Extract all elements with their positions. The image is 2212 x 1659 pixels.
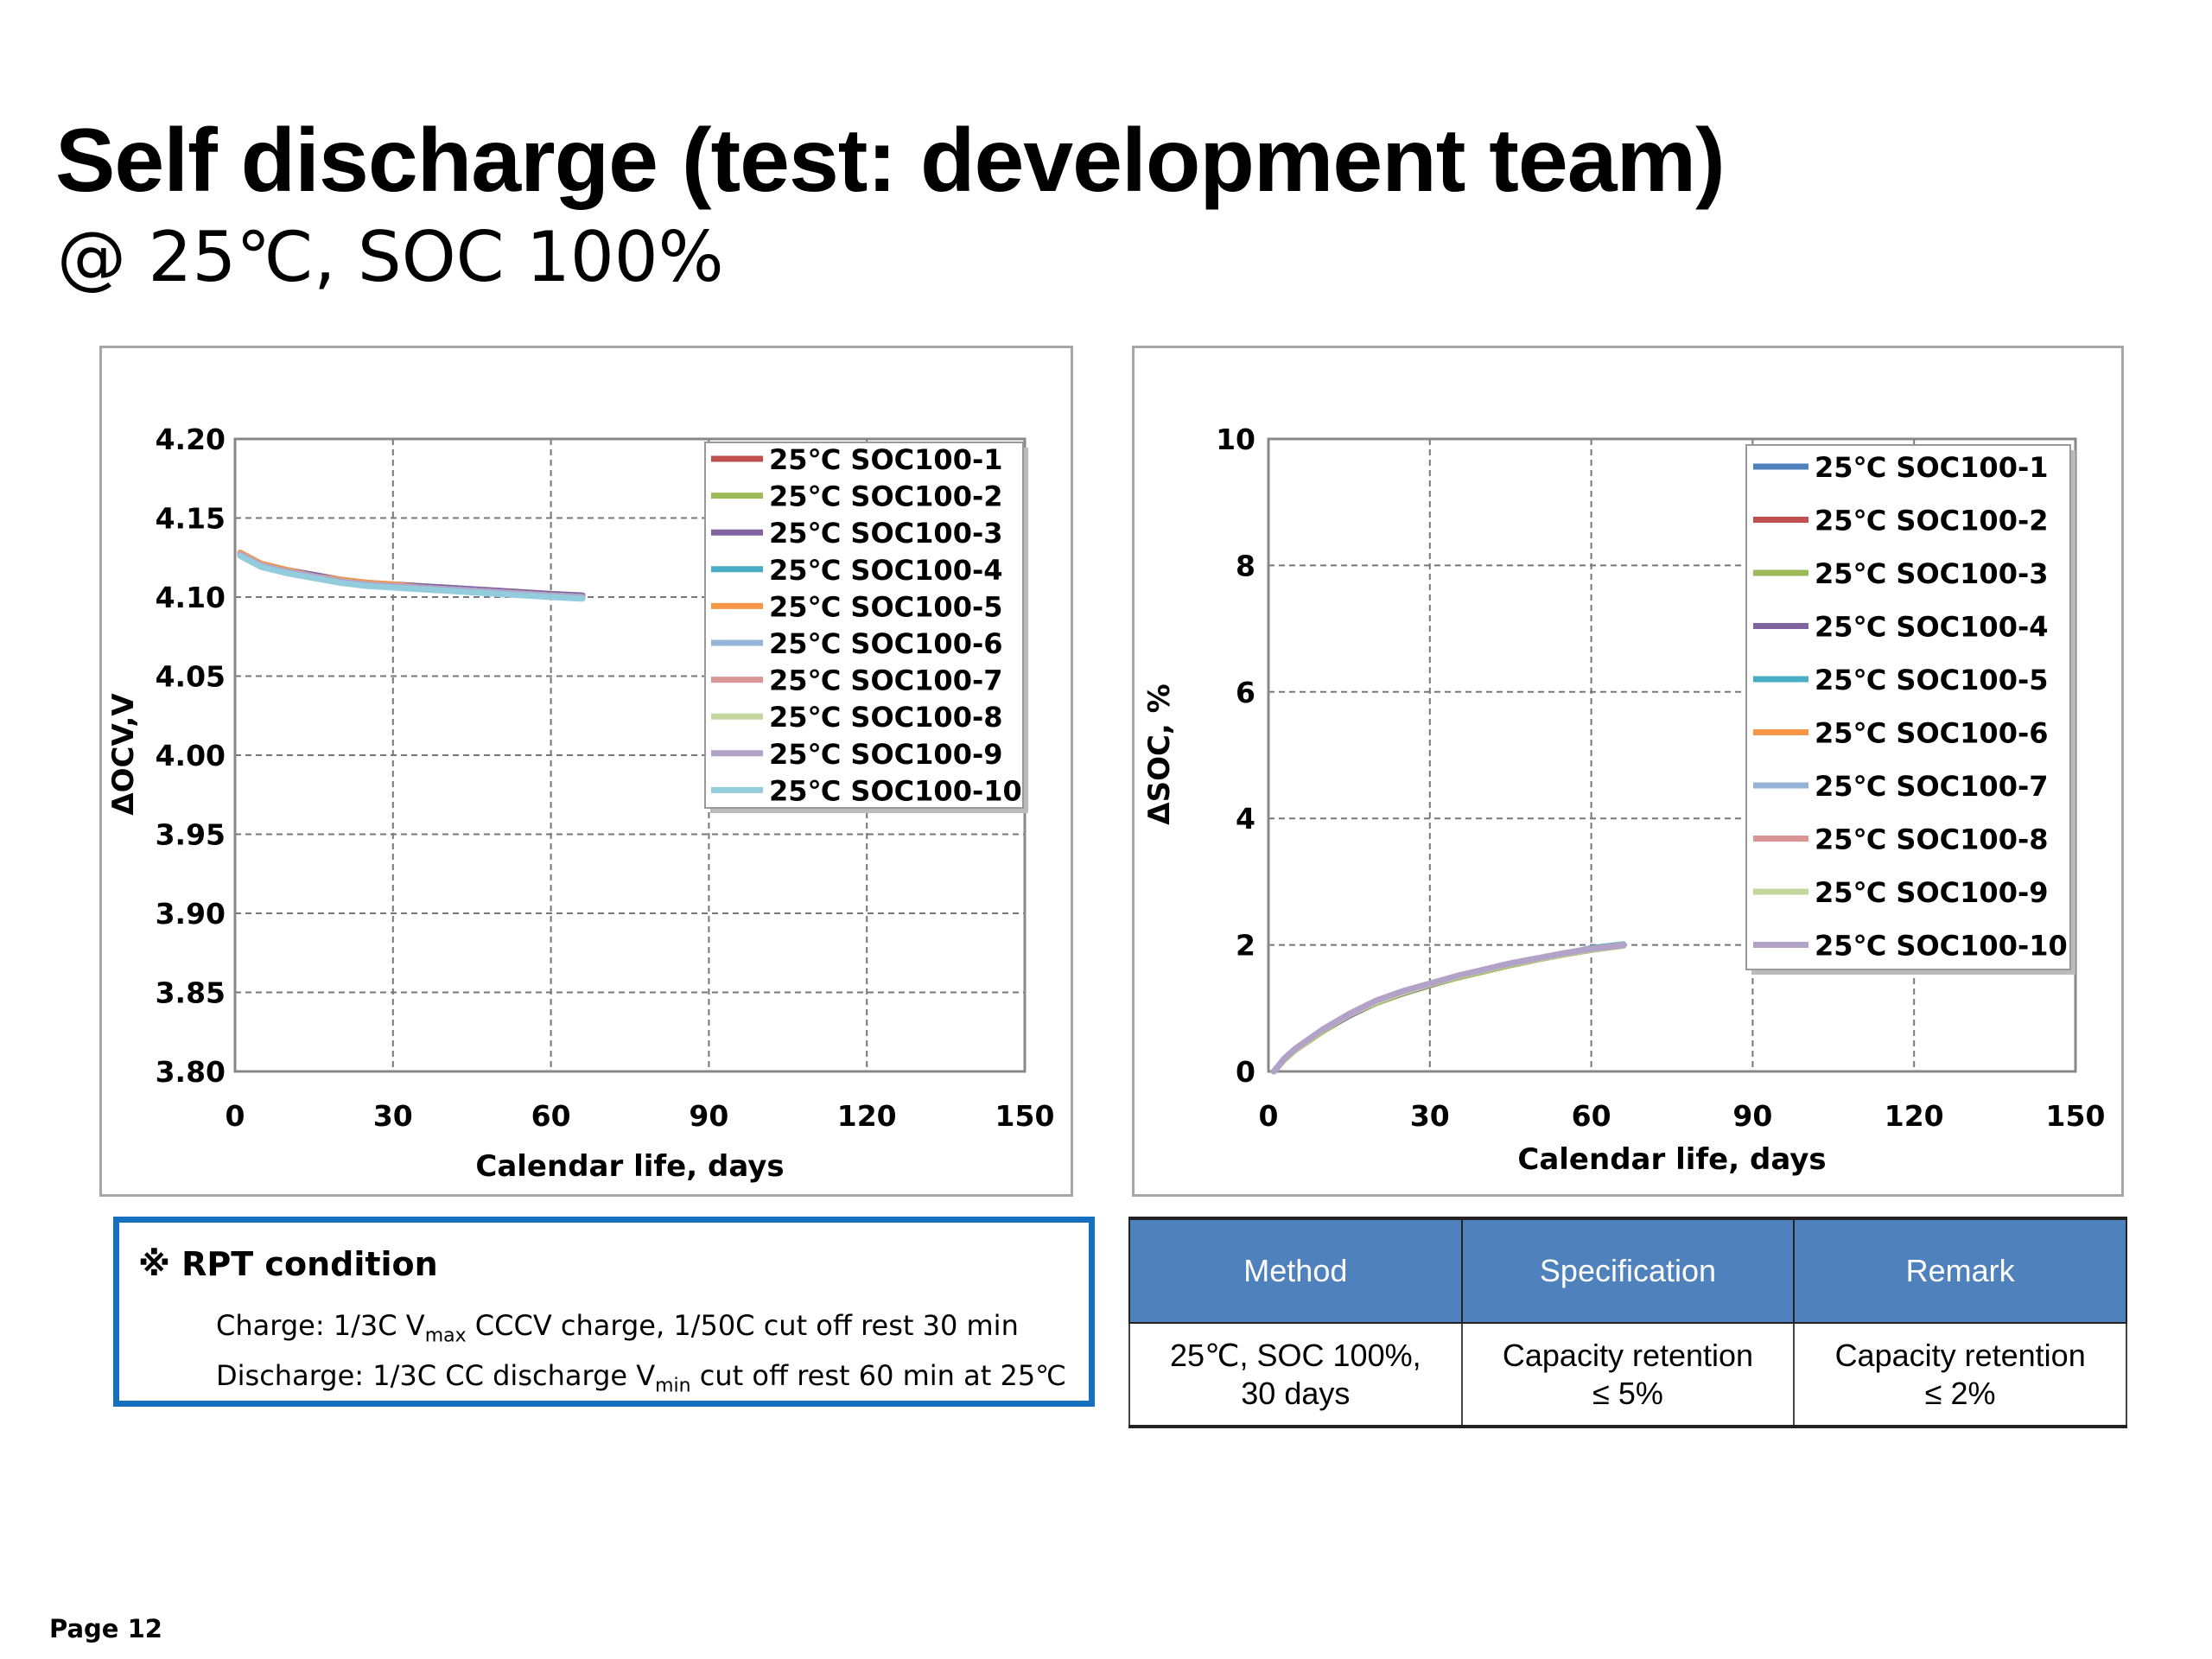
y-tick-label: 3.85 xyxy=(156,976,226,1010)
legend-label: 25℃ SOC100-1 xyxy=(769,443,1003,476)
y-axis-label: ΔOCV,V xyxy=(106,693,141,816)
rpt-heading: ※ RPT condition xyxy=(138,1245,438,1283)
series-line xyxy=(1270,942,1627,1075)
table-header-row: Method Specification Remark xyxy=(1128,1217,2127,1324)
legend-label: 25℃ SOC100-2 xyxy=(769,480,1003,513)
y-tick-label: 4 xyxy=(1236,802,1255,836)
legend-label: 25℃ SOC100-9 xyxy=(1815,876,2049,909)
series-line xyxy=(1270,942,1627,1075)
x-tick-label: 120 xyxy=(837,1099,897,1133)
series-line xyxy=(1270,942,1627,1075)
rpt-condition-box: ※ RPT condition Charge: 1/3C Vmax CCCV c… xyxy=(113,1217,1095,1407)
y-tick-label: 2 xyxy=(1236,929,1255,963)
y-tick-label: 4.05 xyxy=(156,660,226,694)
cell-method: 25℃, SOC 100%, 30 days xyxy=(1128,1322,1463,1428)
legend-label: 25℃ SOC100-4 xyxy=(1815,611,2049,644)
legend-label: 25℃ SOC100-3 xyxy=(1815,557,2049,590)
series-line xyxy=(1270,942,1627,1075)
cell-remark: Capacity retention ≤ 2% xyxy=(1793,1322,2127,1428)
legend-label: 25℃ SOC100-2 xyxy=(1815,505,2049,537)
ocv-chart: 0 30 60 90 120 150 3.80 3.85 3.90 3.95 4.00 4.05 4.1… xyxy=(99,346,1073,1197)
x-tick-label: 30 xyxy=(1410,1099,1450,1133)
slide-subtitle: @ 25℃, SOC 100% xyxy=(57,217,724,297)
discharge-text-rest: cut off rest 60 min at 25℃ xyxy=(690,1359,1067,1392)
legend-label: 25℃ SOC100-9 xyxy=(769,738,1003,771)
x-tick-label: 0 xyxy=(226,1099,245,1133)
x-tick-label: 120 xyxy=(1885,1099,1944,1133)
y-tick-label: 0 xyxy=(1236,1055,1255,1089)
cell-line: 25℃, SOC 100%, xyxy=(1170,1337,1421,1373)
page-number: Page 12 xyxy=(49,1614,162,1643)
cell-line: 30 days xyxy=(1241,1375,1351,1411)
legend-label: 25℃ SOC100-8 xyxy=(1815,823,2049,856)
legend-label: 25℃ SOC100-10 xyxy=(769,774,1022,807)
x-axis-label: Calendar life, days xyxy=(1517,1142,1826,1177)
soc-chart: 0 30 60 90 120 150 0 2 4 6 8 10 Calendar life, days Δ… xyxy=(1132,346,2124,1197)
y-tick-label: 3.80 xyxy=(156,1055,226,1089)
cell-specification: Capacity retention ≤ 5% xyxy=(1460,1322,1796,1428)
spec-table: Method Specification Remark 25℃, SOC 100… xyxy=(1128,1217,2127,1428)
x-tick-label: 90 xyxy=(689,1099,728,1133)
series-line xyxy=(1270,942,1627,1075)
y-tick-label: 6 xyxy=(1236,676,1255,709)
legend-label: 25℃ SOC100-7 xyxy=(769,664,1003,697)
series-line xyxy=(1270,942,1627,1075)
cell-line: Capacity retention xyxy=(1502,1337,1754,1373)
series-line xyxy=(237,552,586,602)
series-line xyxy=(1270,942,1627,1075)
legend-label: 25℃ SOC100-1 xyxy=(1815,451,2049,484)
discharge-sub: min xyxy=(655,1375,691,1397)
x-axis-label: Calendar life, days xyxy=(475,1149,784,1184)
x-tick-label: 60 xyxy=(1572,1099,1611,1133)
y-tick-label: 4.15 xyxy=(156,502,226,536)
y-tick-label: 3.90 xyxy=(156,897,226,931)
y-axis-label: ΔSOC, % xyxy=(1142,683,1177,824)
x-tick-label: 150 xyxy=(995,1099,1055,1133)
ocv-chart-svg: 0 30 60 90 120 150 3.80 3.85 3.90 3.95 4.00 4.05 4.1… xyxy=(106,423,1055,1184)
cell-line: Capacity retention xyxy=(1834,1337,2086,1373)
legend xyxy=(704,442,1024,809)
charge-sub: max xyxy=(424,1325,467,1347)
y-tick-label: 4.00 xyxy=(156,739,226,772)
legend-label: 25℃ SOC100-5 xyxy=(1815,664,2049,696)
rpt-charge-line: Charge: 1/3C Vmax CCCV charge, 1/50C cut… xyxy=(216,1309,1019,1346)
y-tick-label: 3.95 xyxy=(156,818,226,852)
header-specification: Specification xyxy=(1460,1217,1796,1324)
y-tick-label: 10 xyxy=(1216,423,1255,456)
header-method: Method xyxy=(1128,1217,1463,1324)
legend-label: 25℃ SOC100-7 xyxy=(1815,770,2049,803)
legend-label: 25℃ SOC100-6 xyxy=(1815,717,2049,750)
y-tick-label: 4.10 xyxy=(156,581,226,614)
y-tick-label: 4.20 xyxy=(156,423,226,456)
legend-label: 25℃ SOC100-3 xyxy=(769,517,1003,550)
series-line xyxy=(1270,941,1627,1075)
rpt-discharge-line: Discharge: 1/3C CC discharge Vmin cut of… xyxy=(216,1359,1066,1396)
header-remark: Remark xyxy=(1793,1217,2127,1324)
legend-label: 25℃ SOC100-6 xyxy=(769,627,1003,660)
x-tick-label: 90 xyxy=(1732,1099,1772,1133)
series-line xyxy=(1270,942,1627,1075)
charge-text: Charge: 1/3C V xyxy=(216,1309,425,1342)
x-tick-label: 150 xyxy=(2046,1099,2106,1133)
x-tick-label: 0 xyxy=(1259,1099,1279,1133)
x-tick-label: 60 xyxy=(531,1099,571,1133)
legend-label: 25℃ SOC100-10 xyxy=(1815,930,2068,963)
x-tick-label: 30 xyxy=(373,1099,413,1133)
y-tick-label: 8 xyxy=(1236,549,1255,582)
soc-chart-svg: 0 30 60 90 120 150 0 2 4 6 8 10 Calendar life, days Δ… xyxy=(1142,423,2106,1177)
slide-title: Self discharge (test: development team) xyxy=(55,111,1726,211)
legend-label: 25℃ SOC100-8 xyxy=(769,701,1003,734)
series-line xyxy=(1270,942,1627,1075)
discharge-text: Discharge: 1/3C CC discharge V xyxy=(216,1359,656,1392)
cell-line: ≤ 5% xyxy=(1592,1375,1663,1411)
legend-label: 25℃ SOC100-4 xyxy=(769,554,1003,587)
charge-text-rest: CCCV charge, 1/50C cut off rest 30 min xyxy=(466,1309,1019,1342)
legend-label: 25℃ SOC100-5 xyxy=(769,590,1003,623)
table-row: 25℃, SOC 100%, 30 days Capacity retention… xyxy=(1128,1322,2127,1428)
legend xyxy=(1745,444,2071,970)
cell-line: ≤ 2% xyxy=(1924,1375,1996,1411)
